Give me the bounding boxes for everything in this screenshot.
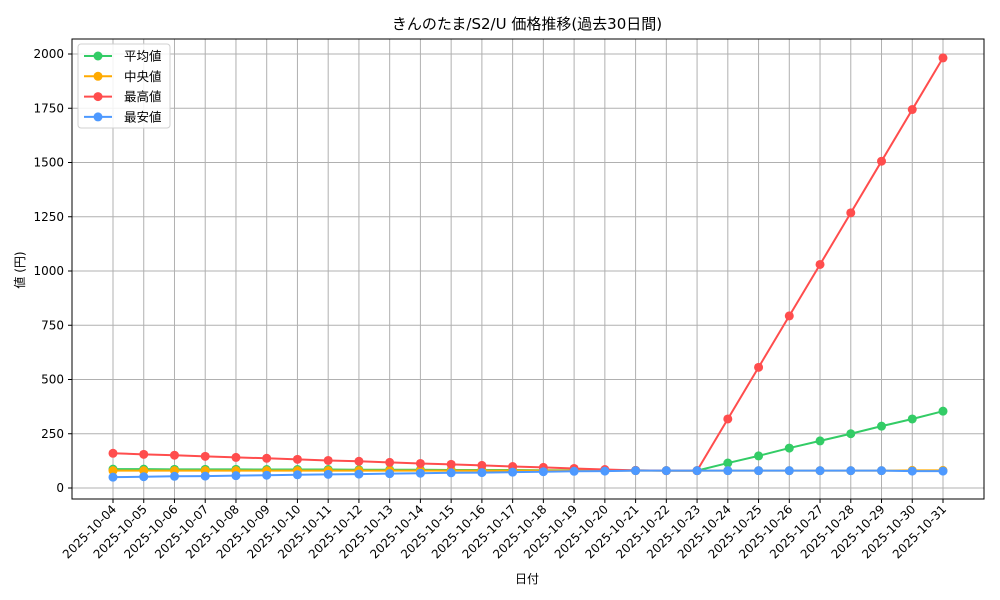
y-tick-label: 750 <box>41 318 64 332</box>
legend-label: 中央値 <box>124 69 162 84</box>
data-point <box>754 451 764 461</box>
data-point <box>354 456 364 466</box>
data-point <box>323 469 333 479</box>
legend-marker <box>93 112 103 122</box>
data-point <box>139 472 149 482</box>
data-point <box>815 259 825 269</box>
data-point <box>477 460 487 470</box>
data-point <box>784 466 794 476</box>
data-point <box>600 466 610 476</box>
y-tick-label: 1750 <box>33 101 64 115</box>
data-point <box>169 471 179 481</box>
y-tick-label: 1000 <box>33 264 64 278</box>
data-point <box>784 443 794 453</box>
data-point <box>169 450 179 460</box>
data-point <box>877 421 887 431</box>
plot-area <box>71 38 985 500</box>
data-point <box>907 105 917 115</box>
data-point <box>385 469 395 479</box>
data-point <box>846 429 856 439</box>
data-point <box>692 466 702 476</box>
data-point <box>723 458 733 468</box>
data-point <box>292 454 302 464</box>
y-axis: 0 250 500 750 1000 1250 1500 1750 2000 <box>33 47 72 495</box>
data-point <box>784 311 794 321</box>
data-point <box>877 156 887 166</box>
data-point <box>200 471 210 481</box>
data-point <box>631 466 641 476</box>
legend-box <box>77 43 171 129</box>
data-point <box>938 406 948 416</box>
series-lines <box>108 53 948 482</box>
data-point <box>815 466 825 476</box>
data-point <box>108 466 118 476</box>
data-point <box>877 466 887 476</box>
data-point <box>508 467 518 477</box>
legend-marker <box>93 92 103 102</box>
data-point <box>354 469 364 479</box>
data-point <box>815 436 825 446</box>
data-point <box>108 472 118 482</box>
x-axis-title: 日付 <box>515 572 539 586</box>
legend-label: 平均値 <box>124 49 162 64</box>
data-point <box>446 468 456 478</box>
plot-frame <box>71 38 985 500</box>
data-point <box>723 414 733 424</box>
y-tick-label: 1500 <box>33 156 64 170</box>
data-point <box>661 466 671 476</box>
data-point <box>938 466 948 476</box>
data-point <box>846 466 856 476</box>
data-point <box>415 468 425 478</box>
legend-label: 最安値 <box>124 109 162 124</box>
y-tick-label: 1250 <box>33 210 64 224</box>
series-line <box>112 57 944 472</box>
data-point <box>938 53 948 63</box>
data-point <box>200 451 210 461</box>
data-point <box>907 414 917 424</box>
data-point <box>754 362 764 372</box>
chart-title: きんのたま/S2/U 価格推移(過去30日間) <box>392 15 662 33</box>
y-tick-label: 2000 <box>33 47 64 61</box>
y-tick-label: 0 <box>56 481 64 495</box>
data-point <box>262 470 272 480</box>
data-point <box>446 459 456 469</box>
legend-marker <box>93 71 103 81</box>
series-3 <box>108 466 948 482</box>
data-point <box>262 453 272 463</box>
data-point <box>907 466 917 476</box>
data-point <box>231 471 241 481</box>
data-point <box>139 449 149 459</box>
y-axis-title: 値 (円) <box>12 251 27 288</box>
data-point <box>385 457 395 467</box>
data-point <box>477 468 487 478</box>
data-point <box>108 448 118 458</box>
y-tick-label: 250 <box>41 427 64 441</box>
data-point <box>292 470 302 480</box>
legend-label: 最高値 <box>124 89 162 104</box>
data-point <box>231 452 241 462</box>
plot-background <box>72 39 984 499</box>
data-point <box>569 466 579 476</box>
x-axis: 2025-10-042025-10-052025-10-062025-10-07… <box>60 499 949 561</box>
data-point <box>323 455 333 465</box>
y-tick-label: 500 <box>41 373 64 387</box>
series-line <box>112 469 943 479</box>
data-point <box>754 466 764 476</box>
data-point <box>846 208 856 218</box>
legend-marker <box>93 51 103 61</box>
data-point <box>415 458 425 468</box>
data-point <box>538 467 548 477</box>
data-point <box>723 466 733 476</box>
